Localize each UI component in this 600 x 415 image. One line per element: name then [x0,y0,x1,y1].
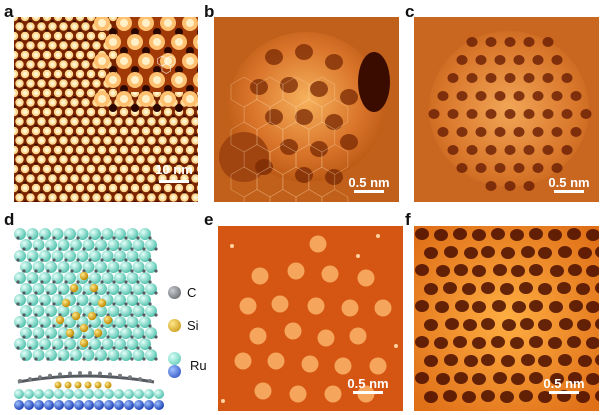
legend-carbon: C [168,285,196,300]
scale-bar-e: 0.5 nm [338,376,398,395]
scale-bar-f: 0.5 nm [534,376,594,395]
legend-label-silicon: Si [187,318,199,333]
afm-image-e: 0.5 nm [218,226,403,411]
scale-bar-a: 10 nm [154,162,194,184]
ruthenium-subsurface-atom-icon [168,365,181,378]
panel-label-a: a [4,2,14,21]
panel-label-b: b [204,2,215,21]
panel-label-e: e [204,210,214,229]
legend-label-ruthenium: Ru [190,357,207,373]
legend-label-carbon: C [187,285,197,300]
silicon-atom-icon [168,319,181,332]
panel-label-f: f [405,210,411,229]
stm-image-b: 0.5 nm [214,17,399,202]
legend-ruthenium: Ru [168,352,207,378]
ruthenium-atom-icon [168,352,181,365]
panel-label-d: d [4,210,15,229]
scale-bar-b: 0.5 nm [344,175,394,194]
carbon-atom-icon [168,286,181,299]
stm-image-a: 10 nm [14,17,198,202]
scale-bar-c: 0.5 nm [544,175,594,194]
panel-label-c: c [405,2,415,21]
legend-silicon: Si [168,318,199,333]
stm-image-c: 0.5 nm [414,17,599,202]
afm-image-f: 0.5 nm [414,226,599,411]
atomic-model-d [14,228,164,413]
